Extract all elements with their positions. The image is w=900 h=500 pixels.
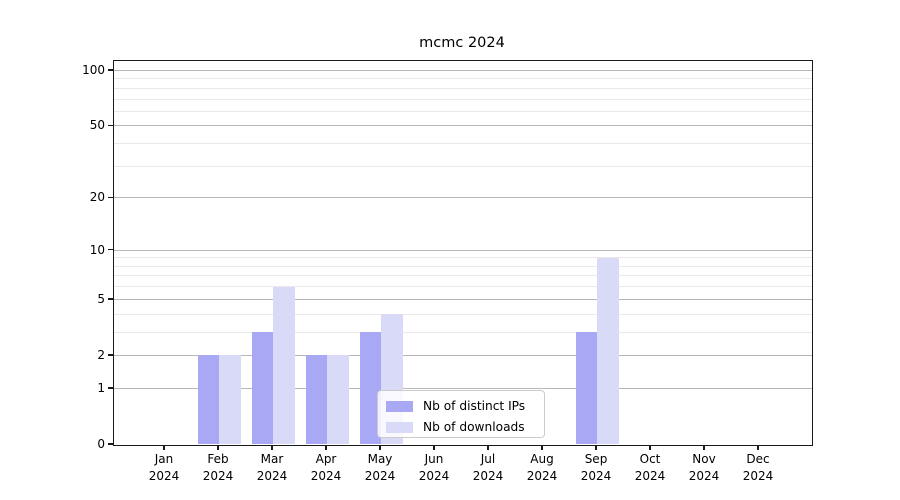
y-axis-tick bbox=[108, 69, 113, 71]
y-axis-tick-label: 1 bbox=[97, 380, 105, 395]
x-axis-tick-label: Sep 2024 bbox=[580, 452, 612, 483]
x-axis-tick-label: Jan 2024 bbox=[148, 452, 180, 483]
x-axis-tick-label: Oct 2024 bbox=[634, 452, 666, 483]
gridline-minor bbox=[114, 265, 812, 267]
x-axis-tick-label: Aug 2024 bbox=[526, 452, 558, 483]
y-axis-tick bbox=[108, 248, 113, 251]
gridline-minor bbox=[114, 257, 812, 259]
y-axis-tick bbox=[108, 298, 113, 300]
x-axis-tick bbox=[163, 445, 165, 450]
y-axis-tick bbox=[108, 124, 113, 127]
legend: Nb of distinct IPs Nb of downloads bbox=[377, 390, 545, 438]
x-axis-tick bbox=[595, 445, 597, 450]
x-axis-tick bbox=[217, 445, 219, 450]
gridline-minor bbox=[114, 143, 812, 145]
y-axis-tick-label: 50 bbox=[89, 118, 105, 133]
gridline-minor bbox=[114, 98, 812, 100]
legend-label-downloads: Nb of downloads bbox=[423, 420, 525, 434]
bar-downloads bbox=[219, 355, 241, 445]
gridline-minor bbox=[114, 313, 812, 315]
gridline-major bbox=[114, 298, 812, 300]
bar-distinct-ips bbox=[305, 355, 327, 445]
x-axis-tick bbox=[487, 445, 489, 450]
gridline-major bbox=[114, 387, 812, 389]
x-axis-tick bbox=[703, 445, 705, 450]
bar-distinct-ips bbox=[575, 332, 597, 445]
x-axis-tick bbox=[433, 445, 435, 450]
gridline-major bbox=[114, 249, 812, 251]
x-axis-tick-label: Mar 2024 bbox=[256, 452, 288, 483]
x-axis-tick bbox=[379, 445, 381, 450]
bar-distinct-ips bbox=[197, 355, 219, 445]
x-axis-tick bbox=[325, 445, 327, 450]
x-axis-tick bbox=[757, 445, 759, 450]
bar-downloads bbox=[327, 355, 349, 445]
gridline-minor bbox=[114, 78, 812, 80]
x-axis-tick bbox=[271, 445, 273, 450]
y-axis-tick-label: 100 bbox=[82, 63, 105, 77]
y-axis-tick-label: 5 bbox=[97, 291, 105, 306]
legend-label-distinct-ips: Nb of distinct IPs bbox=[423, 399, 526, 413]
gridline-minor bbox=[114, 331, 812, 333]
chart-title: mcmc 2024 bbox=[419, 35, 505, 51]
x-axis-tick-label: Jun 2024 bbox=[418, 452, 450, 483]
y-axis-tick-label: 0 bbox=[97, 437, 105, 451]
y-axis-tick-label: 20 bbox=[89, 190, 105, 205]
y-axis-tick bbox=[108, 387, 113, 389]
gridline-major bbox=[114, 197, 812, 199]
legend-swatch-downloads bbox=[386, 421, 413, 433]
gridline-minor bbox=[114, 87, 812, 89]
x-axis-tick-label: Nov 2024 bbox=[688, 452, 720, 483]
legend-item-distinct-ips: Nb of distinct IPs bbox=[386, 397, 544, 415]
bar-downloads bbox=[273, 286, 295, 445]
gridline-minor bbox=[114, 110, 812, 112]
gridline-major bbox=[114, 354, 812, 356]
legend-swatch-distinct-ips bbox=[386, 400, 413, 412]
legend-item-downloads: Nb of downloads bbox=[386, 418, 544, 436]
y-axis-tick-label: 10 bbox=[89, 242, 105, 257]
y-axis-tick bbox=[108, 354, 113, 356]
x-axis-tick-label: Apr 2024 bbox=[310, 452, 342, 483]
plot-area bbox=[113, 60, 813, 446]
x-axis-tick bbox=[541, 445, 543, 450]
x-axis-tick-label: Dec 2024 bbox=[742, 452, 774, 483]
bar-distinct-ips bbox=[251, 332, 273, 445]
gridline-major bbox=[114, 125, 812, 127]
bar-downloads bbox=[597, 257, 619, 445]
y-axis-tick bbox=[108, 196, 113, 199]
x-axis-tick bbox=[649, 445, 651, 450]
gridline-major bbox=[114, 70, 812, 71]
gridline-minor bbox=[114, 165, 812, 167]
x-axis-tick-label: Feb 2024 bbox=[202, 452, 234, 483]
bar-distinct-ips bbox=[359, 332, 381, 445]
gridline-minor bbox=[114, 275, 812, 277]
y-axis-tick-label: 2 bbox=[97, 347, 105, 362]
y-axis-tick bbox=[108, 443, 113, 445]
x-axis-tick-label: May 2024 bbox=[364, 452, 396, 483]
x-axis-tick-label: Jul 2024 bbox=[472, 452, 504, 483]
gridline-minor bbox=[114, 286, 812, 288]
